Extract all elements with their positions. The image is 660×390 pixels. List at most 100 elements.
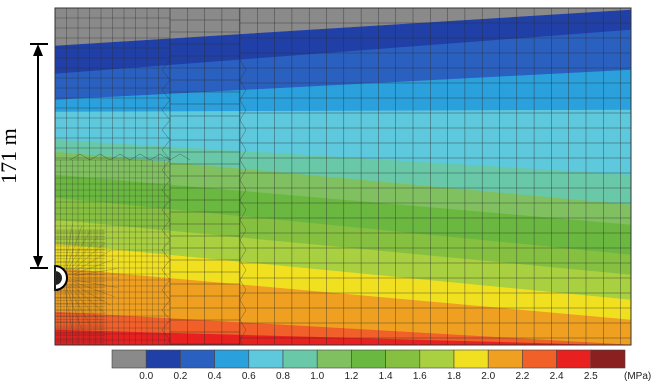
legend-tick-label: 2.5: [584, 371, 598, 382]
mesh-line: [161, 259, 171, 271]
mesh-line: [161, 189, 171, 201]
mesh-line: [239, 239, 247, 251]
legend-swatch: [214, 349, 250, 369]
legend-tick-label: 1.8: [447, 371, 461, 382]
mesh-line: [239, 229, 247, 241]
mesh-line: [239, 339, 244, 345]
stress-band: [55, 9, 631, 75]
mesh-line: [239, 329, 247, 341]
stress-bands: [55, 8, 631, 345]
legend-tick-label: 1.2: [344, 371, 358, 382]
legend-swatch: [487, 349, 523, 369]
mesh-line: [161, 249, 171, 261]
legend-tick-label: 1.4: [379, 371, 393, 382]
legend-swatch: [556, 349, 592, 369]
stress-band: [55, 267, 631, 336]
legend-swatch: [282, 349, 318, 369]
mesh-line: [109, 153, 121, 161]
legend-tick-label: 1.0: [310, 371, 324, 382]
legend-tick-label: 1.6: [413, 371, 427, 382]
mesh-line: [239, 289, 247, 301]
mesh-line: [161, 309, 171, 321]
mesh-line: [159, 153, 171, 161]
legend-swatch: [111, 349, 147, 369]
mesh-line: [239, 79, 247, 91]
legend-tick-label: 0.2: [173, 371, 187, 382]
stress-band: [55, 8, 631, 47]
mesh-line: [161, 239, 171, 251]
mesh-line: [161, 139, 171, 151]
mesh-line: [64, 287, 73, 333]
mesh-line: [239, 219, 247, 231]
stress-band: [55, 219, 631, 301]
mesh-line: [239, 119, 247, 131]
mesh-line: [70, 242, 106, 272]
mesh-line: [67, 286, 91, 326]
tunnel-opening-core: [55, 271, 62, 285]
mesh-line: [161, 159, 171, 171]
mesh-line: [119, 153, 131, 161]
stress-band: [55, 197, 631, 276]
mesh-line: [161, 289, 171, 301]
mesh-line: [161, 179, 171, 191]
mesh-line: [239, 309, 247, 321]
mesh-line: [72, 259, 115, 275]
mesh-line: [161, 99, 171, 111]
dimension-marker: 171 m: [0, 43, 48, 269]
mesh-line: [161, 129, 171, 141]
mesh-line: [161, 279, 171, 291]
stress-band: [55, 69, 631, 113]
mesh-line: [239, 209, 247, 221]
mesh-line: [239, 59, 247, 71]
mesh-line: [72, 268, 118, 277]
legend-tick-label: 0.8: [276, 371, 290, 382]
legend-swatch: [453, 349, 489, 369]
mesh-line: [179, 153, 191, 161]
mesh-line: [139, 153, 151, 161]
mesh-line: [161, 329, 171, 341]
mesh-line: [66, 226, 82, 269]
stress-band: [55, 243, 631, 321]
legend-swatch: [248, 349, 284, 369]
legend-swatch: [590, 349, 626, 369]
mesh-line: [165, 339, 171, 345]
mesh-line: [161, 59, 171, 71]
mesh-line: [161, 69, 171, 81]
mesh-line: [239, 159, 247, 171]
mesh-line: [161, 229, 171, 241]
legend-swatch: [419, 349, 455, 369]
mesh-line: [161, 319, 171, 331]
mesh-line: [161, 119, 171, 131]
legend-swatch: [351, 349, 386, 369]
mesh-line: [239, 109, 247, 121]
legend-tick-label: 0.4: [208, 371, 222, 382]
mesh-line: [99, 153, 111, 161]
legend-swatch: [180, 349, 215, 369]
mesh-line: [239, 199, 247, 211]
legend-tick-label: 2.0: [481, 371, 495, 382]
mesh-line: [69, 235, 99, 271]
stress-band: [55, 109, 631, 151]
mesh-line: [161, 209, 171, 221]
mesh-line: [161, 79, 171, 91]
mesh-line: [66, 287, 82, 330]
mesh-line: [67, 230, 91, 270]
legend-tick-label: 2.4: [550, 371, 564, 382]
mesh-line: [71, 282, 111, 306]
mesh-line: [161, 219, 171, 231]
stress-band: [55, 289, 631, 345]
mesh-line: [161, 269, 171, 281]
legend-swatch: [385, 349, 421, 369]
mesh-line: [239, 299, 247, 311]
dimension-label: 171 m: [0, 128, 21, 184]
mesh-line: [239, 149, 247, 161]
mesh-line: [161, 149, 171, 161]
mesh-line: [70, 284, 106, 314]
mesh-line: [161, 169, 171, 181]
mesh-line: [149, 153, 161, 161]
mesh-line: [72, 279, 118, 288]
domain-border: [54, 7, 632, 346]
legend-tick-label: 0.6: [242, 371, 256, 382]
legend-tick-label: 2.2: [515, 371, 529, 382]
